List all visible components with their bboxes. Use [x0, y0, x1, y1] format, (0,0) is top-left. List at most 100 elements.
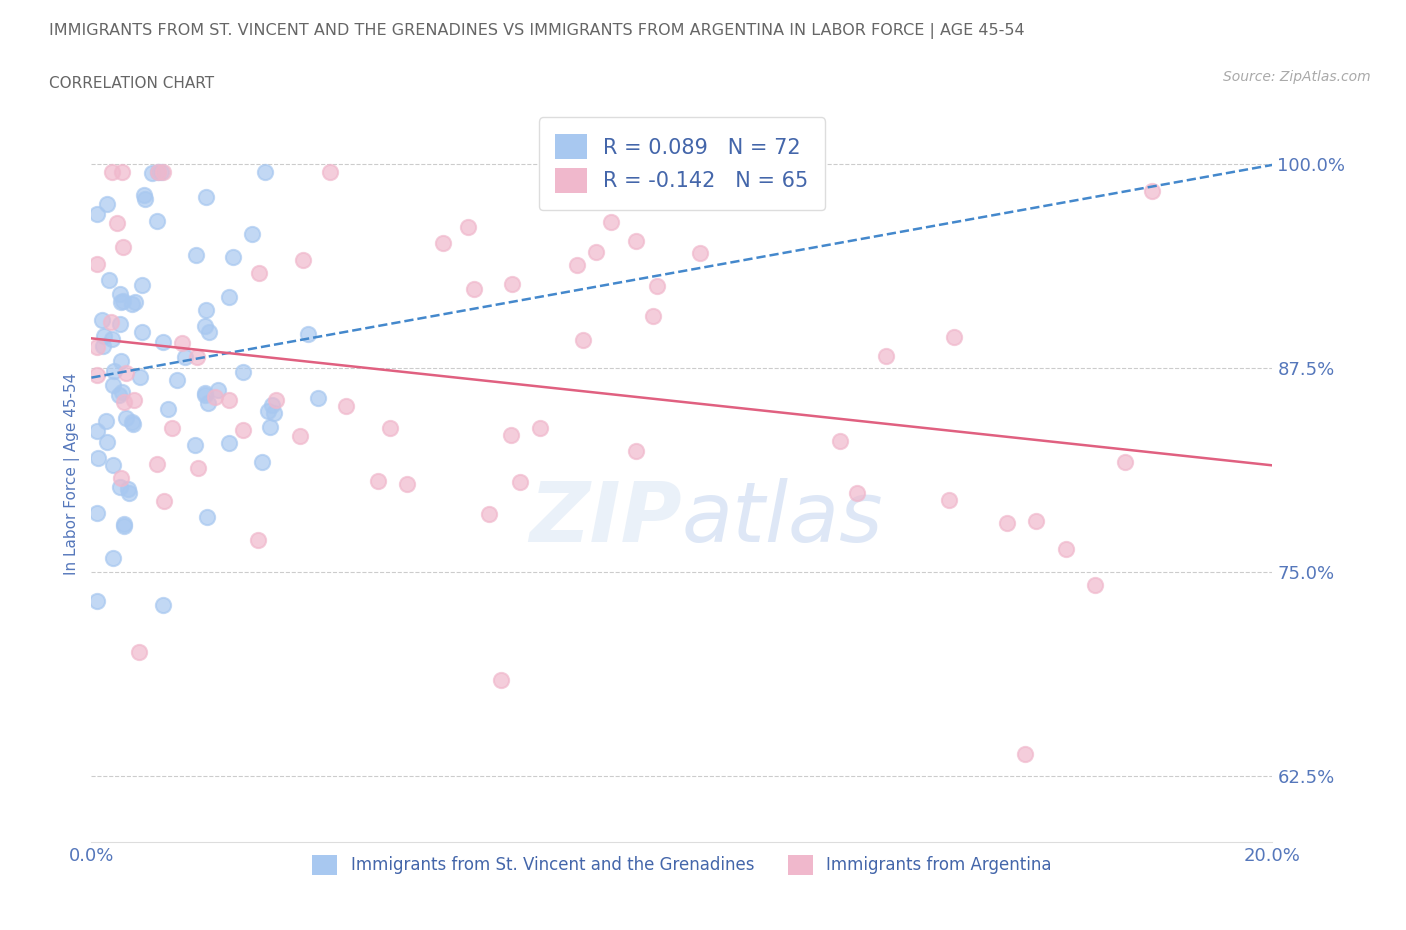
- Point: [501, 276, 523, 291]
- Legend: Immigrants from St. Vincent and the Grenadines, Immigrants from Argentina: Immigrants from St. Vincent and the Gren…: [299, 842, 1064, 888]
- Point: [222, 249, 245, 264]
- Point: [146, 165, 169, 179]
- Point: [689, 246, 711, 260]
- Point: [292, 252, 315, 267]
- Point: [184, 247, 207, 262]
- Point: [121, 417, 143, 432]
- Point: [194, 387, 217, 402]
- Point: [194, 385, 217, 400]
- Point: [478, 507, 501, 522]
- Point: [98, 272, 121, 287]
- Point: [247, 533, 270, 548]
- Point: [112, 517, 135, 532]
- Point: [266, 392, 288, 407]
- Point: [195, 302, 218, 317]
- Point: [240, 227, 263, 242]
- Point: [509, 475, 531, 490]
- Point: [184, 437, 207, 452]
- Point: [846, 485, 869, 500]
- Point: [187, 460, 209, 475]
- Point: [112, 518, 135, 533]
- Point: [319, 165, 342, 179]
- Point: [645, 278, 668, 293]
- Point: [432, 235, 454, 250]
- Point: [218, 290, 240, 305]
- Point: [101, 165, 124, 179]
- Point: [134, 192, 156, 206]
- Point: [121, 297, 143, 312]
- Point: [96, 434, 118, 449]
- Point: [643, 309, 665, 324]
- Point: [624, 444, 647, 458]
- Point: [457, 219, 479, 234]
- Point: [105, 216, 128, 231]
- Point: [114, 394, 136, 409]
- Point: [86, 367, 108, 382]
- Point: [110, 470, 132, 485]
- Point: [489, 672, 512, 687]
- Point: [86, 593, 108, 608]
- Point: [103, 364, 125, 379]
- Point: [124, 294, 146, 309]
- Point: [529, 420, 551, 435]
- Point: [875, 349, 897, 364]
- Point: [114, 365, 136, 380]
- Point: [938, 493, 960, 508]
- Point: [578, 165, 600, 179]
- Point: [195, 510, 218, 525]
- Point: [121, 415, 143, 430]
- Point: [131, 325, 153, 339]
- Point: [103, 551, 125, 565]
- Point: [93, 328, 115, 343]
- Point: [263, 405, 285, 420]
- Point: [152, 335, 174, 350]
- Point: [186, 350, 208, 365]
- Point: [218, 436, 240, 451]
- Point: [157, 402, 180, 417]
- Point: [256, 404, 278, 418]
- Text: CORRELATION CHART: CORRELATION CHART: [49, 76, 214, 91]
- Point: [115, 410, 138, 425]
- Point: [86, 423, 108, 438]
- Point: [86, 257, 108, 272]
- Point: [194, 318, 217, 333]
- Point: [600, 214, 623, 229]
- Point: [110, 353, 132, 368]
- Point: [103, 378, 125, 392]
- Point: [101, 332, 124, 347]
- Point: [112, 294, 135, 309]
- Point: [565, 258, 588, 272]
- Point: [166, 373, 188, 388]
- Point: [110, 295, 132, 310]
- Point: [249, 265, 271, 280]
- Point: [149, 165, 172, 179]
- Point: [197, 396, 219, 411]
- Point: [307, 391, 329, 405]
- Point: [204, 389, 226, 404]
- Point: [86, 506, 108, 521]
- Point: [96, 414, 118, 429]
- Point: [107, 388, 129, 403]
- Point: [108, 287, 131, 302]
- Point: [1025, 513, 1047, 528]
- Point: [118, 485, 141, 500]
- Point: [111, 165, 134, 179]
- Point: [232, 365, 254, 379]
- Point: [288, 428, 311, 443]
- Point: [1114, 454, 1136, 469]
- Point: [91, 312, 114, 327]
- Point: [942, 330, 965, 345]
- Point: [153, 494, 176, 509]
- Text: atlas: atlas: [682, 478, 883, 559]
- Text: ZIP: ZIP: [529, 478, 682, 559]
- Point: [131, 278, 153, 293]
- Point: [378, 420, 401, 435]
- Point: [585, 245, 607, 259]
- Point: [572, 332, 595, 347]
- Point: [141, 166, 163, 180]
- Point: [91, 339, 114, 353]
- Point: [111, 384, 134, 399]
- Point: [152, 165, 174, 179]
- Point: [1054, 542, 1077, 557]
- Point: [198, 325, 221, 339]
